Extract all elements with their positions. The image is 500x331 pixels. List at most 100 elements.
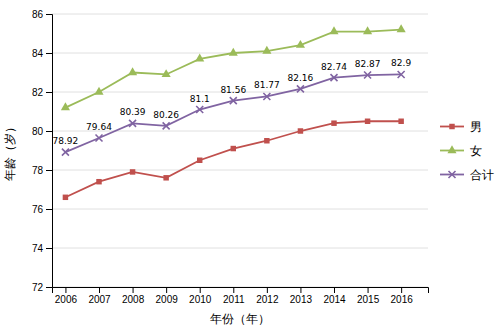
y-tick: 74 bbox=[32, 243, 52, 254]
legend-marker bbox=[449, 171, 456, 178]
y-tick-label: 80 bbox=[32, 126, 44, 137]
y-axis-title: 年龄（岁） bbox=[3, 121, 17, 181]
y-tick-mark bbox=[46, 209, 52, 210]
y-tick-label: 76 bbox=[32, 204, 44, 215]
y-tick-label: 86 bbox=[32, 9, 44, 20]
y-tick-mark bbox=[46, 53, 52, 54]
point bbox=[229, 48, 238, 56]
point bbox=[363, 26, 372, 34]
legend-label: 女 bbox=[470, 144, 482, 158]
x-tick-label: 2006 bbox=[55, 294, 78, 305]
legend-label: 男 bbox=[470, 120, 482, 134]
y-tick-label: 84 bbox=[32, 48, 44, 59]
point bbox=[398, 71, 405, 78]
point bbox=[397, 24, 406, 32]
x-tick: 2011 bbox=[223, 287, 245, 305]
x-tick: 2006 bbox=[55, 287, 78, 305]
y-tick-mark bbox=[46, 248, 52, 249]
point bbox=[163, 175, 168, 180]
plot: 2006200720082009201020112012201320142015… bbox=[32, 9, 429, 305]
data-label: 82.9 bbox=[391, 58, 411, 68]
point bbox=[63, 195, 68, 200]
axis-line bbox=[46, 15, 53, 288]
point bbox=[61, 102, 70, 110]
data-label: 79.64 bbox=[86, 122, 112, 132]
data-label: 80.26 bbox=[153, 110, 179, 120]
y-tick-label: 72 bbox=[32, 282, 44, 293]
marks bbox=[61, 24, 406, 200]
x-tick-mark bbox=[99, 287, 100, 293]
x-tick-mark bbox=[267, 287, 268, 293]
y-tick: 84 bbox=[32, 48, 52, 59]
x-tick-mark bbox=[166, 287, 167, 293]
legend-marker bbox=[449, 124, 454, 129]
x-tick-mark bbox=[65, 287, 66, 293]
x-tick-label: 2011 bbox=[223, 294, 245, 305]
x-tick-mark bbox=[368, 287, 369, 293]
point bbox=[398, 119, 403, 124]
point bbox=[365, 119, 370, 124]
x-tick-label: 2015 bbox=[357, 294, 380, 305]
x-tick-label: 2008 bbox=[122, 294, 145, 305]
point bbox=[196, 106, 203, 113]
y-tick-mark bbox=[46, 287, 52, 288]
grid-line bbox=[52, 14, 428, 15]
y-tick: 76 bbox=[32, 204, 52, 215]
grid-line bbox=[52, 248, 428, 249]
x-tick-mark bbox=[133, 287, 134, 293]
y-tick-mark bbox=[46, 170, 52, 171]
point bbox=[162, 69, 171, 77]
y-tick-mark bbox=[46, 92, 52, 93]
point bbox=[96, 135, 103, 142]
x-tick: 2007 bbox=[88, 287, 111, 305]
series-line bbox=[65, 30, 401, 108]
x-tick-label: 2010 bbox=[189, 294, 212, 305]
data-label: 82.16 bbox=[288, 73, 314, 83]
point bbox=[231, 146, 236, 151]
x-tick-label: 2012 bbox=[256, 294, 279, 305]
y-tick: 78 bbox=[32, 165, 52, 176]
point bbox=[96, 179, 101, 184]
legend-item: 合计 bbox=[440, 168, 494, 182]
data-labels: 78.9279.6480.3980.2681.181.5681.7782.168… bbox=[53, 58, 412, 146]
y-tick: 86 bbox=[32, 9, 52, 20]
x-tick-label: 2007 bbox=[88, 294, 111, 305]
data-label: 80.39 bbox=[120, 107, 146, 117]
chart: 2006200720082009201020112012201320142015… bbox=[0, 0, 500, 331]
legend-item: 女 bbox=[440, 144, 482, 158]
y-tick: 72 bbox=[32, 282, 52, 293]
data-label: 82.74 bbox=[321, 62, 347, 72]
y-tick: 80 bbox=[32, 126, 52, 137]
x-tick: 2015 bbox=[357, 287, 380, 305]
point bbox=[298, 128, 303, 133]
x-axis-title: 年份（年） bbox=[210, 312, 270, 326]
point bbox=[128, 67, 137, 75]
point bbox=[264, 138, 269, 143]
legend-item: 男 bbox=[440, 120, 482, 134]
x-tick-mark bbox=[300, 287, 301, 293]
point bbox=[331, 120, 336, 125]
grid-line bbox=[52, 170, 428, 171]
y-tick-label: 82 bbox=[32, 87, 44, 98]
x-tick: 2013 bbox=[290, 287, 313, 305]
x-tick-mark bbox=[334, 287, 335, 293]
point bbox=[364, 72, 371, 79]
y-tick-mark bbox=[46, 14, 52, 15]
x-tick: 2010 bbox=[189, 287, 212, 305]
grid bbox=[52, 14, 428, 287]
point bbox=[62, 149, 69, 156]
point bbox=[230, 97, 237, 104]
y-axis: 72 74 76 78 80 82 84 86 bbox=[32, 9, 53, 293]
data-label: 82.87 bbox=[355, 59, 381, 69]
y-tick-mark bbox=[46, 131, 52, 132]
x-tick-label: 2014 bbox=[323, 294, 346, 305]
y-tick-label: 78 bbox=[32, 165, 44, 176]
x-tick-mark bbox=[233, 287, 234, 293]
point bbox=[331, 74, 338, 81]
point bbox=[297, 85, 304, 92]
x-tick: 2016 bbox=[391, 287, 414, 305]
point bbox=[195, 54, 204, 62]
x-tick-mark bbox=[401, 287, 402, 293]
x-tick-label: 2016 bbox=[391, 294, 414, 305]
point bbox=[94, 87, 103, 95]
